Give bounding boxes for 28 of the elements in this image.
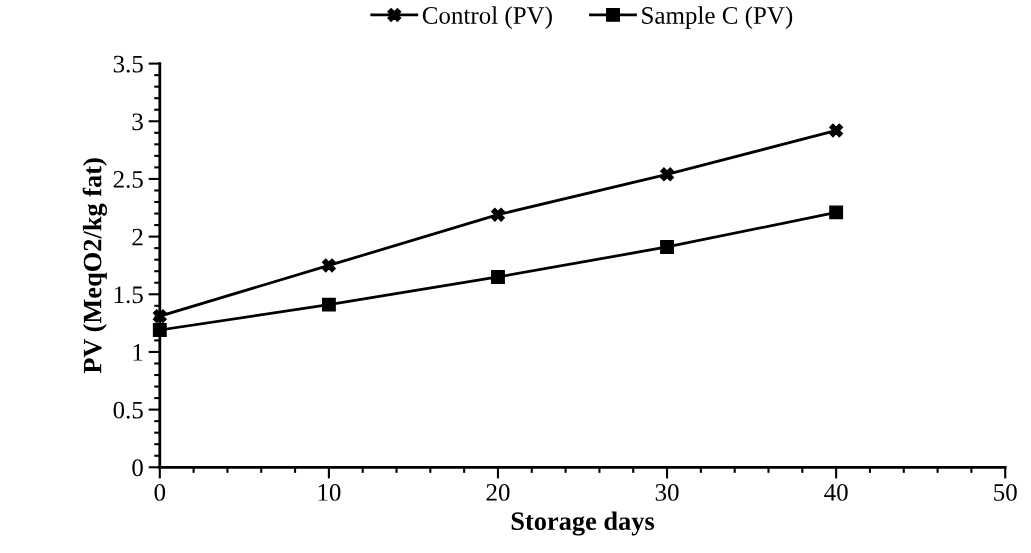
y-axis-title: PV (MeqO2/kg fat) xyxy=(82,158,108,374)
y-tick-label: 0.5 xyxy=(113,401,143,419)
point xyxy=(491,270,505,284)
x-tick-label: 10 xyxy=(318,483,341,501)
y-tick-label: 1.5 xyxy=(114,286,143,304)
y-tick-label: 2.5 xyxy=(113,171,143,188)
y-tick-label: 0 xyxy=(132,459,143,477)
point xyxy=(491,207,505,222)
y-tick-label: 3 xyxy=(132,113,143,131)
point xyxy=(660,240,675,254)
y-tick-label: 2 xyxy=(132,228,143,246)
x-tick-label: 50 xyxy=(994,483,1017,501)
y-tick-label: 1 xyxy=(133,344,143,361)
point xyxy=(152,309,167,324)
point xyxy=(152,323,167,337)
x-tick-label: 0 xyxy=(154,483,166,501)
legend-label: Control (PV) xyxy=(422,6,552,29)
point xyxy=(321,297,336,312)
legend-label: Sample C (PV) xyxy=(642,6,793,29)
point xyxy=(321,258,336,273)
point xyxy=(660,167,675,182)
y-tick-label: 3.5 xyxy=(113,55,143,73)
x-tick-label: 40 xyxy=(824,483,848,501)
x-tick-label: 20 xyxy=(486,483,510,501)
x-axis-title: Storage days xyxy=(511,511,655,536)
x-tick-label: 30 xyxy=(655,483,679,501)
point xyxy=(829,205,844,220)
point xyxy=(829,123,844,138)
